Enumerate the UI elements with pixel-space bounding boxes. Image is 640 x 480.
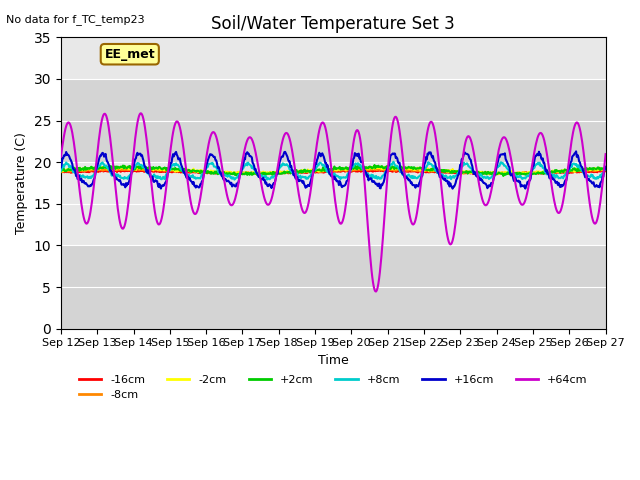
Title: Soil/Water Temperature Set 3: Soil/Water Temperature Set 3 [211, 15, 455, 33]
-8cm [602, 167, 609, 173]
+16cm [67, 157, 75, 163]
-8cm [252, 171, 259, 177]
-8cm [401, 168, 409, 173]
+64cm [208, 131, 216, 136]
+2cm [207, 171, 215, 177]
+64cm [136, 110, 144, 116]
+2cm [371, 162, 378, 168]
-8cm [123, 167, 131, 173]
-2cm [602, 165, 609, 171]
+8cm [602, 166, 609, 172]
+16cm [57, 165, 65, 170]
+8cm [123, 175, 131, 181]
-2cm [208, 170, 216, 176]
+16cm [415, 180, 423, 186]
+64cm [417, 181, 424, 187]
+8cm [207, 161, 215, 167]
+16cm [179, 164, 186, 170]
-16cm [255, 172, 263, 178]
Y-axis label: Temperature (C): Temperature (C) [15, 132, 28, 234]
-16cm [123, 168, 131, 174]
+8cm [401, 171, 409, 177]
-2cm [400, 166, 408, 171]
+64cm [372, 288, 380, 294]
-2cm [416, 168, 424, 173]
+2cm [416, 165, 424, 170]
-2cm [499, 172, 507, 178]
-8cm [134, 166, 142, 172]
+64cm [602, 151, 609, 157]
Line: -8cm: -8cm [61, 169, 605, 174]
-2cm [124, 166, 131, 171]
+16cm [399, 171, 407, 177]
Line: -2cm: -2cm [61, 167, 605, 175]
+64cm [57, 154, 65, 160]
Line: +16cm: +16cm [61, 151, 605, 189]
+64cm [123, 212, 131, 217]
-16cm [207, 170, 215, 176]
-2cm [179, 167, 187, 172]
+8cm [417, 172, 424, 178]
X-axis label: Time: Time [318, 354, 349, 367]
+2cm [67, 167, 75, 172]
+8cm [390, 159, 397, 165]
+16cm [123, 182, 131, 188]
Bar [61, 245, 605, 329]
Line: +64cm: +64cm [61, 113, 605, 291]
+8cm [67, 164, 75, 170]
Line: -16cm: -16cm [61, 170, 605, 175]
-16cm [57, 169, 65, 175]
+2cm [499, 173, 507, 179]
Legend: -16cm, -8cm, -2cm, +2cm, +8cm, +16cm, +64cm: -16cm, -8cm, -2cm, +2cm, +8cm, +16cm, +6… [74, 370, 592, 405]
-2cm [67, 165, 75, 171]
-8cm [208, 169, 216, 175]
-2cm [57, 167, 65, 173]
+8cm [263, 177, 271, 182]
+2cm [400, 165, 408, 171]
+16cm [207, 152, 215, 158]
+16cm [572, 148, 580, 154]
-2cm [122, 164, 130, 169]
-8cm [417, 168, 424, 173]
-16cm [67, 170, 75, 176]
Text: EE_met: EE_met [104, 48, 155, 61]
-8cm [67, 169, 75, 175]
+64cm [401, 175, 409, 180]
+16cm [449, 186, 456, 192]
-8cm [179, 168, 187, 174]
Text: No data for f_TC_temp23: No data for f_TC_temp23 [6, 14, 145, 25]
+16cm [602, 164, 609, 169]
Line: +8cm: +8cm [61, 162, 605, 180]
-8cm [57, 168, 65, 174]
-16cm [417, 169, 424, 175]
+2cm [123, 166, 131, 171]
+8cm [179, 167, 186, 173]
-16cm [602, 168, 609, 174]
+2cm [179, 167, 186, 172]
-16cm [375, 167, 383, 173]
+64cm [67, 123, 75, 129]
Bar [61, 79, 605, 162]
+2cm [602, 165, 609, 171]
-16cm [401, 168, 409, 174]
-16cm [179, 169, 186, 175]
+2cm [57, 168, 65, 174]
+8cm [57, 168, 65, 174]
+64cm [179, 142, 187, 147]
Line: +2cm: +2cm [61, 165, 605, 176]
